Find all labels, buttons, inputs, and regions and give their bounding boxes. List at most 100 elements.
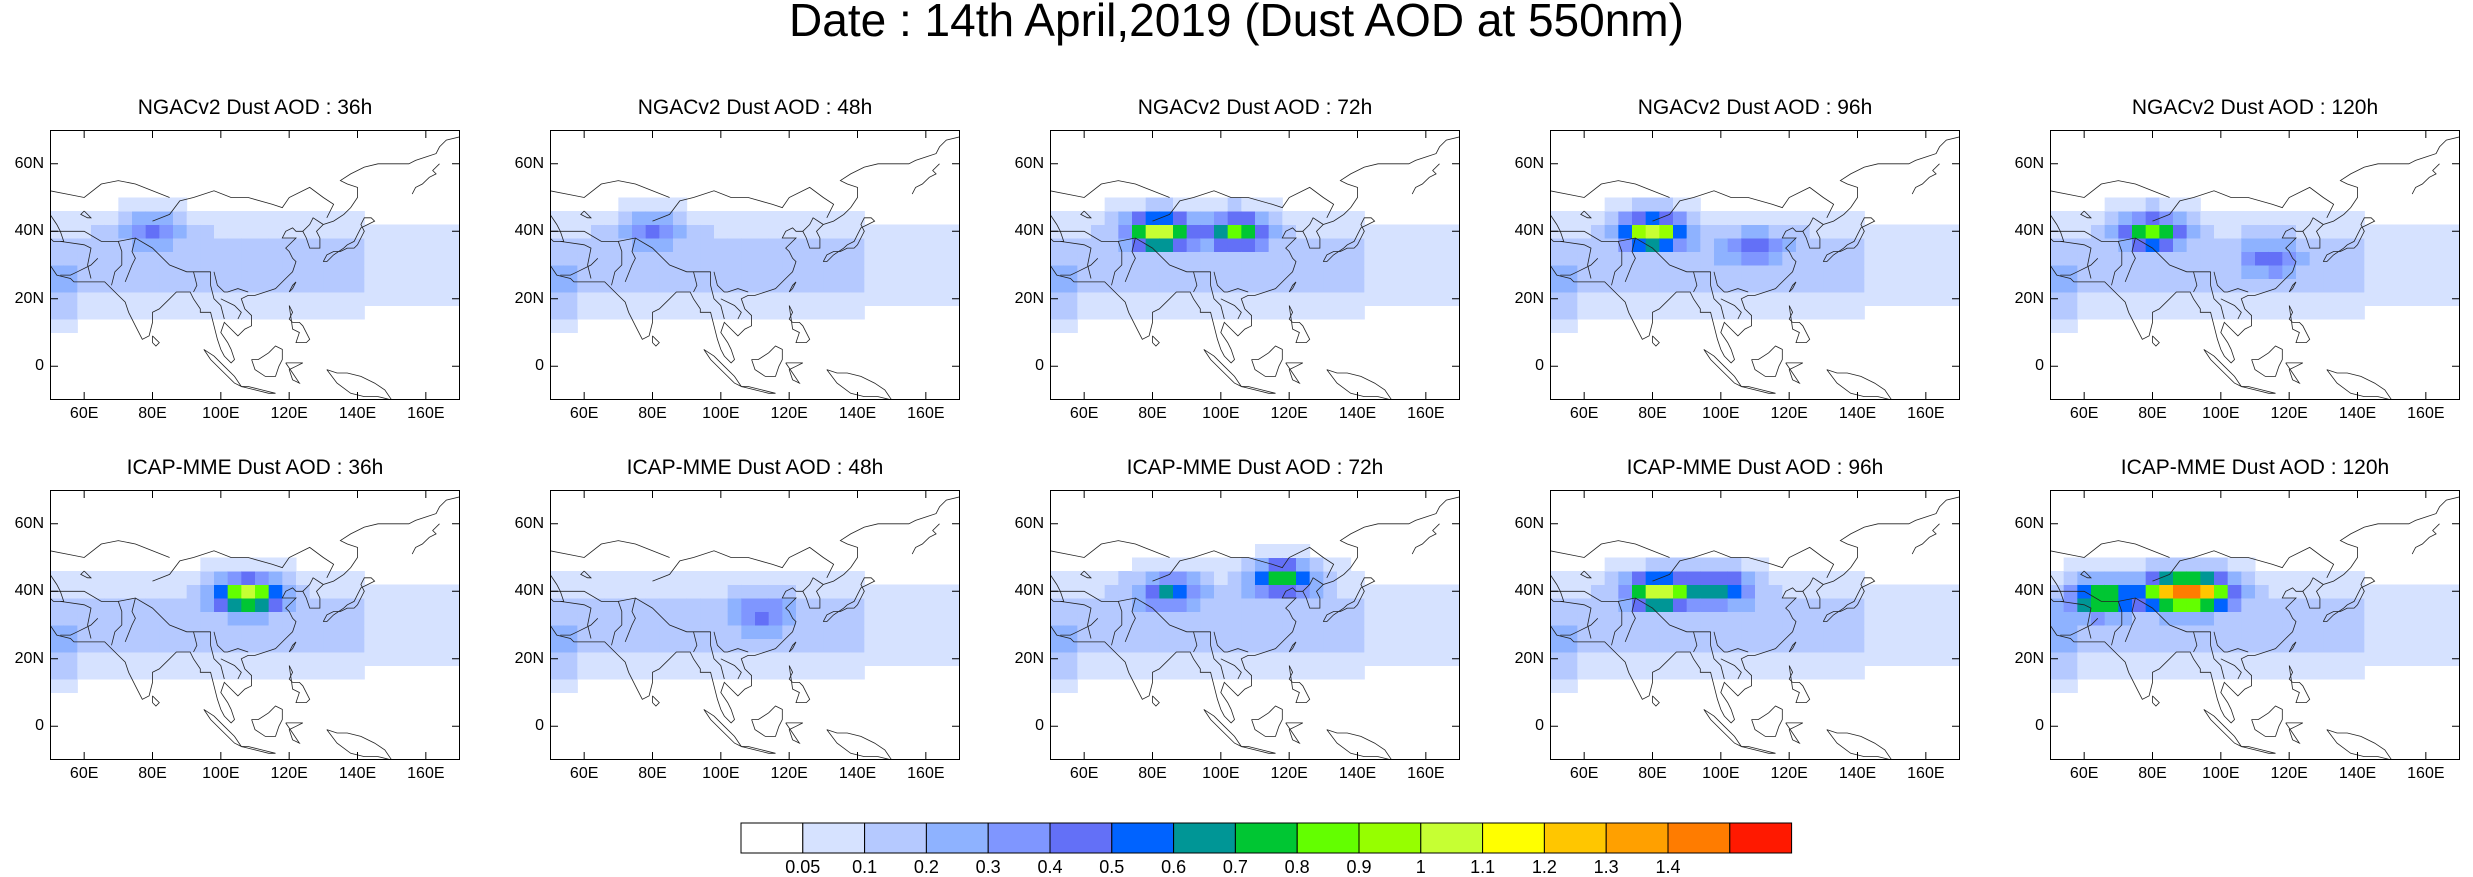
x-tick-label: 140E [838,405,877,422]
x-tick-label: 120E [1770,765,1808,782]
y-tick-label: 60N [14,154,44,172]
coastlines [550,496,960,760]
axis-ticks [1050,490,1460,760]
dust-aod-map [550,130,960,400]
axis-ticks [1550,490,1960,760]
y-tick-label: 40N [14,582,44,600]
x-tick-label: 120E [2270,405,2308,422]
x-tick-label: 100E [702,765,740,782]
x-tick-label: 140E [1338,765,1377,782]
x-tick-label: 60E [1069,765,1099,782]
panel-title: NGACv2 Dust AOD : 120h [2131,96,2379,119]
x-tick-label: 60E [69,405,99,422]
coastlines [1550,496,1960,760]
dust-aod-map [1550,490,1960,760]
colorbar-box [987,822,1051,854]
colorbar-box [925,822,989,854]
colorbar-box [740,822,804,854]
x-tick-label: 160E [407,405,445,422]
y-tick-label: 40N [514,582,544,600]
dust-aod-map [1550,130,1960,400]
x-tick-label: 140E [338,765,377,782]
coastlines [1050,496,1460,760]
axis-ticks [550,490,960,760]
y-tick-label: 0 [1035,357,1044,375]
x-tick-label: 80E [2138,765,2167,782]
x-tick-label: 100E [1202,405,1240,422]
y-tick-label: 20N [14,289,44,307]
colorbar-box [1420,822,1484,854]
panel-title: ICAP-MME Dust AOD : 48h [626,456,884,479]
x-tick-label: 100E [2202,765,2240,782]
x-tick-label: 100E [1702,405,1740,422]
x-tick-label: 80E [138,405,167,422]
x-tick-label: 80E [1638,765,1667,782]
x-tick-label: 120E [1270,405,1308,422]
y-tick-label: 0 [2035,717,2044,735]
panel-title: NGACv2 Dust AOD : 96h [1637,96,1873,119]
x-tick-label: 160E [1907,765,1945,782]
colorbar-box [1049,822,1113,854]
y-tick-label: 0 [1535,717,1544,735]
aod-field [2050,197,2460,333]
colorbar-label: 0.6 [1161,857,1187,877]
colorbar-label: 0.2 [913,857,939,877]
x-tick-label: 160E [1407,405,1445,422]
y-tick-label: 60N [514,514,544,532]
dust-aod-map [2050,130,2460,400]
colorbar-box [1234,822,1298,854]
x-tick-label: 100E [1202,765,1240,782]
y-tick-label: 0 [35,357,44,375]
x-tick-label: 100E [2202,405,2240,422]
x-tick-label: 100E [202,765,240,782]
x-tick-label: 60E [1069,405,1099,422]
x-tick-label: 60E [1569,765,1599,782]
x-tick-label: 80E [2138,405,2167,422]
colorbar-box [1296,822,1360,854]
x-tick-label: 80E [638,765,667,782]
colorbar [740,822,1793,854]
x-tick-label: 80E [1138,405,1167,422]
x-tick-label: 140E [338,405,377,422]
x-tick-label: 60E [69,765,99,782]
dust-aod-map [50,130,460,400]
colorbar-box [1729,822,1793,854]
y-tick-label: 0 [535,357,544,375]
x-tick-label: 140E [2338,765,2377,782]
x-tick-label: 160E [907,765,945,782]
axis-ticks [50,490,460,760]
x-tick-label: 100E [1702,765,1740,782]
coastlines [550,136,960,400]
axis-ticks [1050,130,1460,400]
y-tick-label: 20N [514,289,544,307]
colorbar-box [864,822,927,854]
coastlines [1550,136,1960,400]
aod-field [1050,197,1460,333]
y-tick-label: 0 [2035,357,2044,375]
dust-aod-map [1050,490,1460,760]
coastlines [1050,136,1460,400]
x-tick-label: 160E [907,405,945,422]
panel-title: NGACv2 Dust AOD : 48h [637,96,873,119]
colorbar-box [1111,822,1175,854]
coastlines [2050,496,2460,760]
axis-ticks [1550,130,1960,400]
x-tick-label: 140E [1838,765,1877,782]
x-tick-label: 60E [1569,405,1599,422]
aod-field [1550,557,1960,693]
colorbar-label: 0.8 [1284,857,1310,877]
y-tick-label: 60N [14,514,44,532]
colorbar-label: 1 [1415,857,1426,877]
x-tick-label: 60E [569,765,599,782]
x-tick-label: 120E [770,405,808,422]
colorbar-box [1482,822,1545,854]
y-tick-label: 40N [1514,222,1544,240]
colorbar-label: 0.1 [852,857,878,877]
y-tick-label: 40N [1514,582,1544,600]
x-tick-label: 120E [270,765,308,782]
y-tick-label: 20N [1514,289,1544,307]
axis-ticks [2050,130,2460,400]
x-tick-label: 60E [2069,765,2099,782]
y-tick-label: 60N [1514,514,1544,532]
x-tick-label: 160E [1407,765,1445,782]
